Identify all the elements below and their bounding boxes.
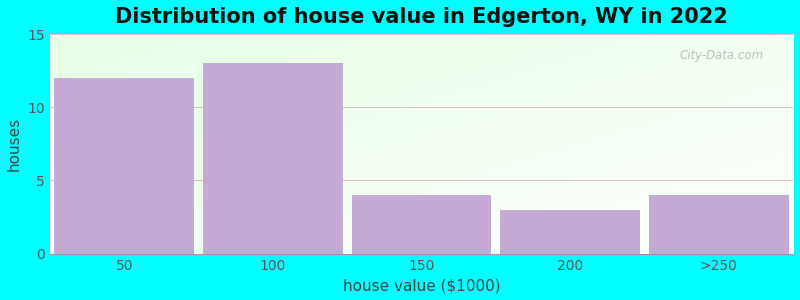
Y-axis label: houses: houses bbox=[7, 117, 22, 171]
Bar bbox=[649, 195, 789, 254]
Title: Distribution of house value in Edgerton, WY in 2022: Distribution of house value in Edgerton,… bbox=[115, 7, 728, 27]
Text: City-Data.com: City-Data.com bbox=[679, 50, 763, 62]
Bar bbox=[203, 63, 342, 254]
Bar bbox=[54, 78, 194, 254]
Bar bbox=[500, 210, 640, 254]
X-axis label: house value ($1000): house value ($1000) bbox=[342, 278, 500, 293]
Bar bbox=[352, 195, 491, 254]
